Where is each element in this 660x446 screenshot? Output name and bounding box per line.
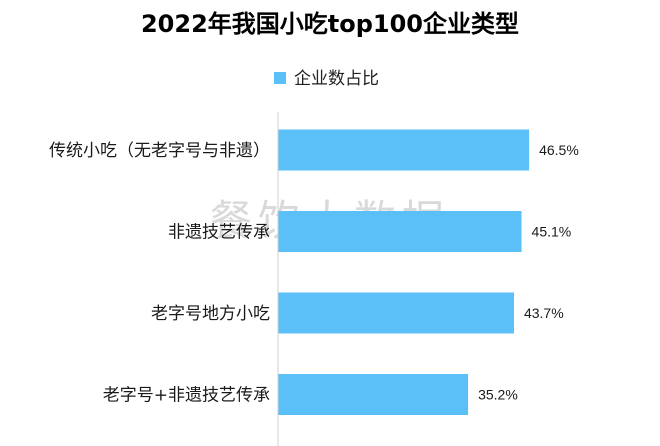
chart-title: 2022年我国小吃top100企业类型: [141, 10, 519, 38]
data-label: 35.2%: [478, 387, 518, 403]
bars-layer: 传统小吃（无老字号与非遗） 46.5% 非遗技艺传承 45.1% 老字号地方小吃 43.7…: [49, 129, 579, 415]
data-label: 43.7%: [524, 305, 564, 321]
bar: [278, 292, 514, 334]
data-label: 45.1%: [532, 224, 572, 240]
data-label: 46.5%: [539, 142, 579, 158]
legend-swatch: [274, 72, 286, 84]
bar: [278, 211, 522, 252]
category-label: 老字号地方小吃: [151, 304, 270, 324]
category-label: 非遗技艺传承: [168, 223, 270, 243]
category-label: 传统小吃（无老字号与非遗）: [49, 141, 270, 161]
category-label: 老字号+非遗技艺传承: [103, 386, 270, 406]
bar: [278, 374, 469, 415]
legend-label: 企业数占比: [294, 69, 379, 89]
bar: [278, 129, 530, 171]
